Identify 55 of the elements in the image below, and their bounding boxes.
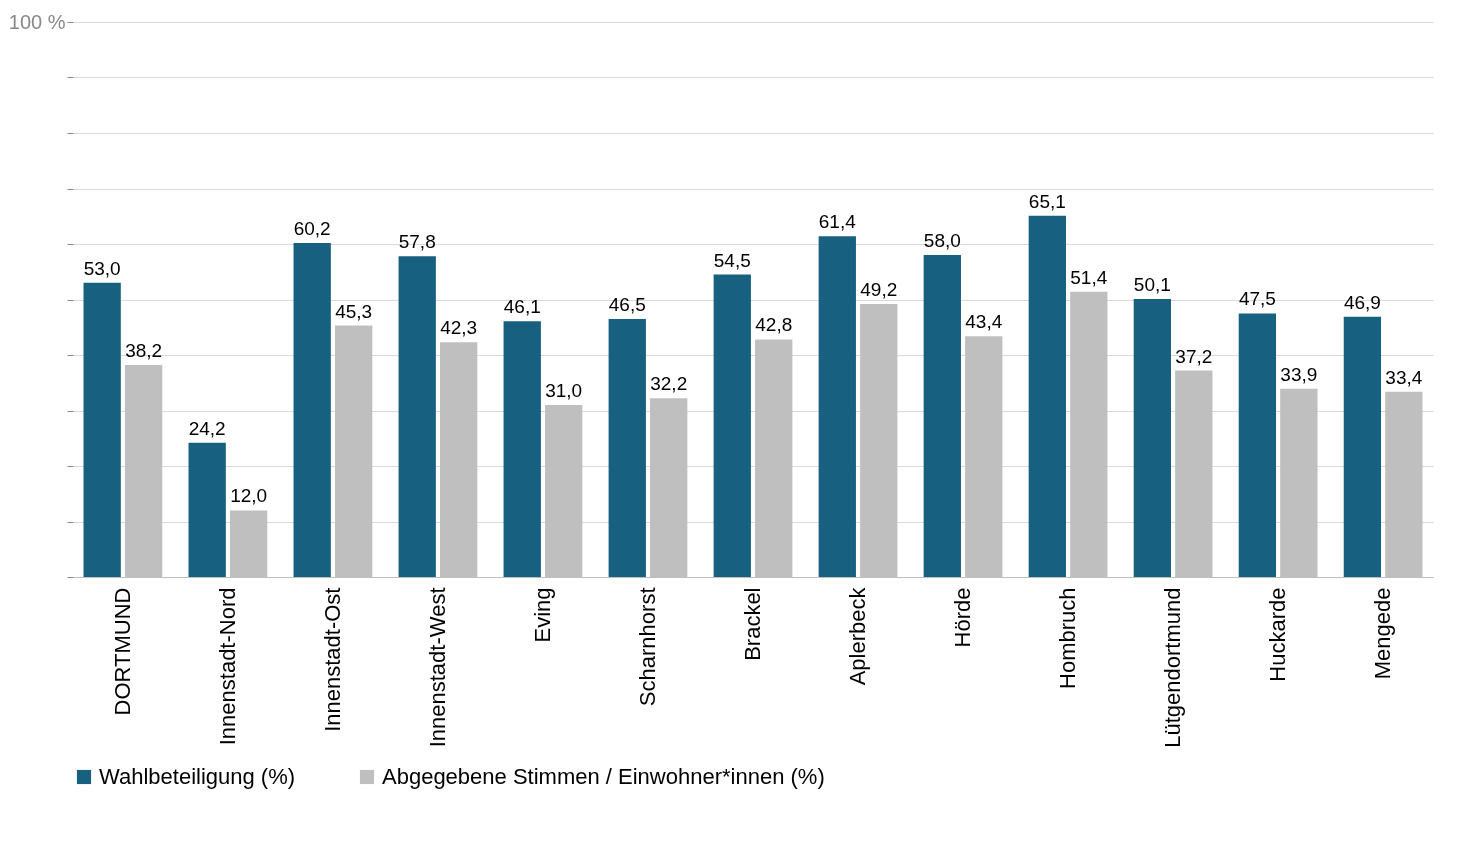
x-tick-label: Mengede <box>1370 587 1396 680</box>
bar <box>713 274 751 577</box>
bar <box>818 236 856 577</box>
bar <box>83 282 121 577</box>
data-label: 33,4 <box>1385 366 1423 388</box>
data-label: 42,3 <box>440 317 478 339</box>
x-tick-label: Innenstadt-Ost <box>319 587 345 732</box>
data-label: 33,9 <box>1280 363 1318 385</box>
data-label: 42,8 <box>755 314 793 336</box>
bar <box>1343 316 1382 577</box>
data-label: 46,9 <box>1343 291 1381 313</box>
data-label: 61,4 <box>818 211 857 233</box>
data-label: 32,2 <box>650 373 688 395</box>
data-label: 47,5 <box>1238 288 1276 310</box>
x-tick-label: Brackel <box>740 587 765 661</box>
x-tick-label: DORTMUND <box>109 587 135 716</box>
bar <box>398 256 436 577</box>
data-label: 60,2 <box>293 217 331 239</box>
x-tick-label: Eving <box>529 587 555 643</box>
x-tick-label: Innenstadt-West <box>424 587 450 748</box>
bar <box>1238 313 1277 577</box>
data-label: 58,0 <box>923 230 961 252</box>
bar <box>188 442 226 577</box>
legend-label: Wahlbeteiligung (%) <box>99 764 296 789</box>
x-tick-label: Lütgendortmund <box>1160 587 1186 748</box>
data-label: 24,2 <box>188 417 226 439</box>
data-label: 12,0 <box>230 485 268 507</box>
data-label: 43,4 <box>965 311 1003 333</box>
x-tick-label: Innenstadt-Nord <box>214 587 240 746</box>
bar <box>608 318 646 577</box>
data-label: 54,5 <box>713 249 751 271</box>
data-label: 53,0 <box>83 257 121 279</box>
data-label: 51,4 <box>1070 266 1108 288</box>
data-label: 49,2 <box>860 278 898 300</box>
data-label: 46,1 <box>503 296 541 318</box>
bar <box>293 242 331 577</box>
bar <box>923 255 961 577</box>
bar <box>1028 215 1066 577</box>
data-label: 45,3 <box>335 300 373 322</box>
bar <box>1133 298 1171 577</box>
data-label: 31,0 <box>545 379 583 401</box>
x-tick-label: Hombruch <box>1055 587 1081 689</box>
data-label: 57,8 <box>398 231 436 253</box>
x-tick-label: Scharnhorst <box>634 587 660 707</box>
bar <box>503 321 541 577</box>
data-label: 50,1 <box>1133 273 1171 295</box>
x-tick-label: Hörde <box>950 587 976 648</box>
data-label: 38,2 <box>125 339 163 361</box>
x-tick-label: Huckarde <box>1265 587 1291 682</box>
y-tick-label: 100 % <box>8 10 66 33</box>
data-label: 37,2 <box>1175 345 1213 367</box>
legend-label: Abgegebene Stimmen / Einwohner*innen (%) <box>382 764 825 789</box>
data-label: 46,5 <box>608 293 646 315</box>
x-tick-label: Aplerbeck <box>845 586 871 686</box>
data-label: 65,1 <box>1028 190 1066 212</box>
